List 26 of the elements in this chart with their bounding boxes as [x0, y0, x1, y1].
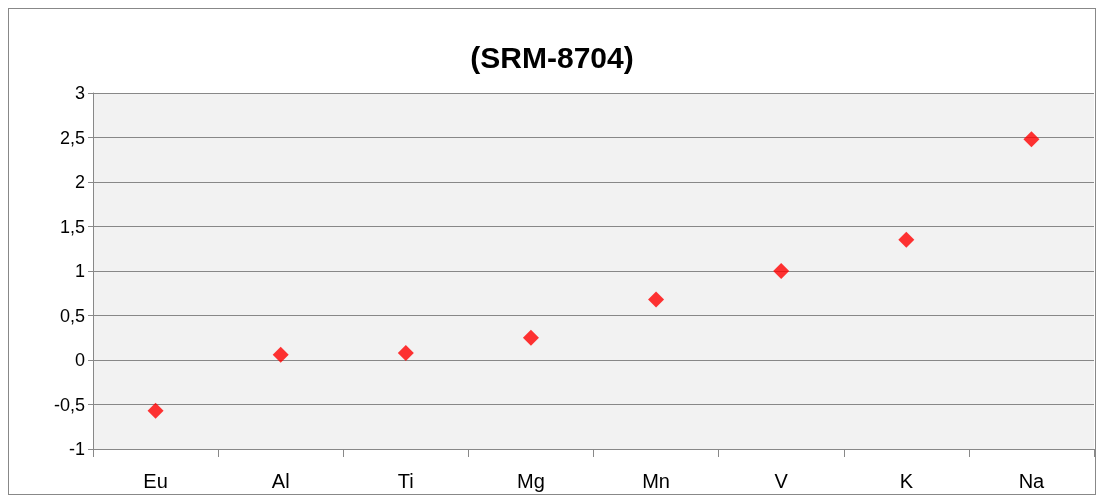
- y-tick-label: 3: [74, 83, 85, 103]
- y-tick-label: 1,5: [59, 216, 85, 237]
- point: [648, 291, 665, 308]
- x-tick-label: Ti: [397, 470, 414, 492]
- x-tick-label: Mg: [517, 470, 545, 492]
- x-tick-label: Al: [271, 470, 290, 492]
- chart-title: (SRM-8704): [470, 40, 634, 74]
- y-tick-label: 2: [74, 172, 85, 192]
- y-tick-label: 1: [74, 261, 85, 281]
- x-tick-label: Na: [1018, 470, 1046, 492]
- y-tick-label: 0,5: [59, 305, 85, 326]
- x-tick-label: V: [774, 470, 789, 492]
- y-tick-label: -1: [68, 439, 85, 459]
- point: [522, 329, 539, 346]
- x-tick-label: Eu: [143, 470, 168, 492]
- y-tick-label: 2,5: [59, 127, 85, 148]
- point: [397, 344, 414, 361]
- y-tick-label: 0: [74, 350, 85, 370]
- point: [272, 346, 289, 363]
- x-tick-label: Mn: [642, 470, 670, 492]
- point: [147, 402, 164, 419]
- x-tick-label: K: [899, 470, 914, 492]
- point: [773, 263, 790, 279]
- point: [898, 231, 915, 248]
- y-tick-label: -0,5: [53, 394, 85, 415]
- point: [1023, 131, 1040, 148]
